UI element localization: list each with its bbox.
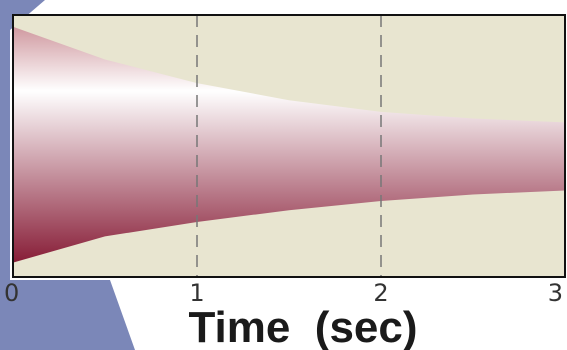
x-tick-label: 3 <box>548 279 563 307</box>
x-tick-label: 1 <box>189 279 204 307</box>
blue-wedge <box>0 0 135 350</box>
plot-frame <box>12 14 566 278</box>
x-tick-label: 0 <box>4 279 19 307</box>
x-axis-title: Time (sec) <box>188 303 417 350</box>
envelope-area <box>13 26 565 263</box>
x-tick-label: 2 <box>373 279 388 307</box>
